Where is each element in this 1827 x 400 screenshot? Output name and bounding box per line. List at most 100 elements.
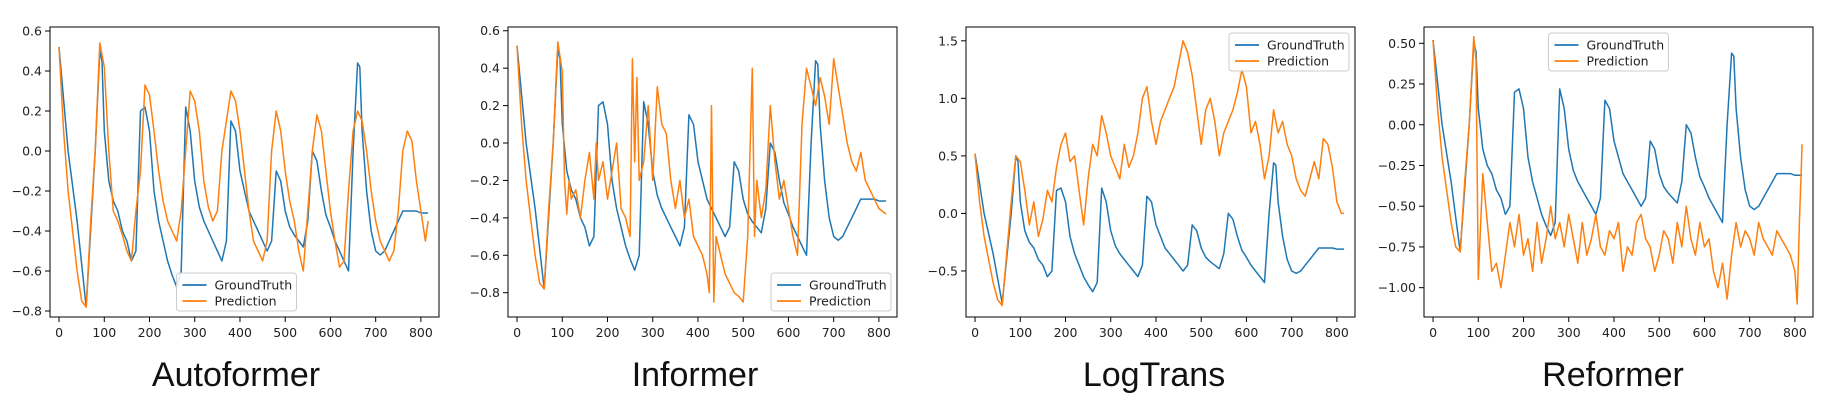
x-tick-label: 700 bbox=[1738, 325, 1762, 340]
y-tick-label: 1.0 bbox=[938, 91, 958, 106]
x-tick-label: 100 bbox=[92, 325, 116, 340]
axes-frame bbox=[1423, 26, 1814, 318]
x-tick-label: 100 bbox=[1008, 325, 1032, 340]
subplot-autoformer: 0 100 200 300 400 500 600 700 800 −0.8 −0.6 −0.4 −0.… bbox=[12, 24, 440, 394]
x-tick-label: 500 bbox=[273, 325, 297, 340]
y-tick-label: 0.25 bbox=[1388, 77, 1416, 92]
y-tick-label: 0.4 bbox=[480, 61, 500, 76]
x-tick-label: 800 bbox=[409, 325, 433, 340]
x-tick-label: 700 bbox=[1280, 325, 1304, 340]
y-tick-label: 0.6 bbox=[22, 24, 42, 39]
x-tick-label: 200 bbox=[138, 325, 162, 340]
y-tick-label: −0.5 bbox=[928, 263, 958, 278]
x-tick-label: 800 bbox=[1783, 325, 1807, 340]
subplot-logtrans: 0 100 200 300 400 500 600 700 800 −0.5 0.0 0.5 1.0 1.… bbox=[928, 26, 1356, 394]
y-tick-label: −0.50 bbox=[1378, 199, 1416, 214]
y-tick-label: 0.50 bbox=[1388, 36, 1416, 51]
x-tick-label: 400 bbox=[686, 325, 710, 340]
y-tick-label: −1.00 bbox=[1378, 280, 1416, 295]
x-tick-label: 500 bbox=[1647, 325, 1671, 340]
subplot-reformer: 0 100 200 300 400 500 600 700 800 −1.00 −0.75 −0.50… bbox=[1378, 26, 1814, 394]
subplot-caption: Reformer bbox=[1542, 356, 1684, 394]
axes-frame bbox=[49, 26, 440, 318]
x-tick-label: 600 bbox=[1235, 325, 1259, 340]
y-tick-label: 0.6 bbox=[480, 23, 500, 38]
axes-frame bbox=[507, 26, 898, 318]
series-line-prediction bbox=[974, 40, 1345, 307]
y-tick-label: 0.00 bbox=[1388, 117, 1416, 132]
x-tick-label: 800 bbox=[867, 325, 891, 340]
plot-area bbox=[58, 42, 429, 308]
series-line-prediction bbox=[1432, 36, 1803, 305]
x-tick-label: 500 bbox=[731, 325, 755, 340]
legend-label-groundtruth: GroundTruth bbox=[1587, 38, 1665, 53]
x-tick-label: 100 bbox=[550, 325, 574, 340]
x-tick-label: 200 bbox=[1512, 325, 1536, 340]
y-tick-label: −0.8 bbox=[12, 304, 42, 319]
subplot-informer: 0 100 200 300 400 500 600 700 800 −0.8 −0.6 −0.4 −0.… bbox=[470, 23, 898, 394]
y-tick-label: −0.4 bbox=[470, 210, 500, 225]
subplot-caption: LogTrans bbox=[1083, 356, 1225, 394]
axes-frame bbox=[965, 26, 1356, 318]
x-tick-label: 400 bbox=[228, 325, 252, 340]
y-tick-label: 1.5 bbox=[938, 33, 958, 48]
x-tick-label: 600 bbox=[777, 325, 801, 340]
legend-label-groundtruth: GroundTruth bbox=[809, 278, 887, 293]
x-tick-label: 0 bbox=[1429, 325, 1437, 340]
plot-area bbox=[974, 40, 1345, 307]
x-tick-label: 300 bbox=[1099, 325, 1123, 340]
subplot-caption: Informer bbox=[632, 356, 759, 394]
x-tick-label: 200 bbox=[596, 325, 620, 340]
y-tick-label: −0.25 bbox=[1378, 158, 1416, 173]
y-tick-label: −0.2 bbox=[470, 173, 500, 188]
x-tick-label: 700 bbox=[822, 325, 846, 340]
x-tick-label: 600 bbox=[319, 325, 343, 340]
x-tick-label: 300 bbox=[183, 325, 207, 340]
y-tick-label: −0.8 bbox=[470, 285, 500, 300]
y-tick-label: 0.2 bbox=[480, 98, 500, 113]
legend-label-prediction: Prediction bbox=[215, 294, 277, 309]
legend-label-groundtruth: GroundTruth bbox=[215, 278, 293, 293]
x-tick-label: 700 bbox=[364, 325, 388, 340]
y-tick-label: −0.6 bbox=[12, 264, 42, 279]
y-tick-label: 0.2 bbox=[22, 104, 42, 119]
series-line-prediction bbox=[58, 42, 429, 308]
y-tick-label: 0.5 bbox=[938, 148, 958, 163]
x-tick-label: 100 bbox=[1466, 325, 1490, 340]
y-tick-label: −0.6 bbox=[470, 248, 500, 263]
legend-label-prediction: Prediction bbox=[809, 294, 871, 309]
y-tick-label: 0.4 bbox=[22, 64, 42, 79]
y-tick-label: −0.2 bbox=[12, 184, 42, 199]
legend-label-groundtruth: GroundTruth bbox=[1267, 38, 1345, 53]
legend-label-prediction: Prediction bbox=[1267, 54, 1329, 69]
series-line-prediction bbox=[516, 41, 887, 303]
x-tick-label: 300 bbox=[641, 325, 665, 340]
x-tick-label: 500 bbox=[1189, 325, 1213, 340]
x-tick-label: 400 bbox=[1144, 325, 1168, 340]
subplot-caption: Autoformer bbox=[152, 356, 320, 394]
y-tick-label: 0.0 bbox=[22, 144, 42, 159]
series-line-groundtruth bbox=[516, 45, 887, 290]
y-tick-label: −0.4 bbox=[12, 224, 42, 239]
x-tick-label: 200 bbox=[1054, 325, 1078, 340]
y-tick-label: −0.75 bbox=[1378, 239, 1416, 254]
x-tick-label: 400 bbox=[1602, 325, 1626, 340]
series-line-groundtruth bbox=[1432, 39, 1803, 253]
series-line-groundtruth bbox=[974, 153, 1345, 304]
y-tick-label: 0.0 bbox=[480, 136, 500, 151]
x-tick-label: 0 bbox=[971, 325, 979, 340]
x-tick-label: 300 bbox=[1557, 325, 1581, 340]
plot-area bbox=[516, 41, 887, 303]
x-tick-label: 800 bbox=[1325, 325, 1349, 340]
plot-area bbox=[1432, 36, 1803, 305]
x-tick-label: 0 bbox=[513, 325, 521, 340]
x-tick-label: 0 bbox=[55, 325, 63, 340]
x-tick-label: 600 bbox=[1693, 325, 1717, 340]
series-line-groundtruth bbox=[58, 46, 429, 308]
legend-label-prediction: Prediction bbox=[1587, 54, 1649, 69]
